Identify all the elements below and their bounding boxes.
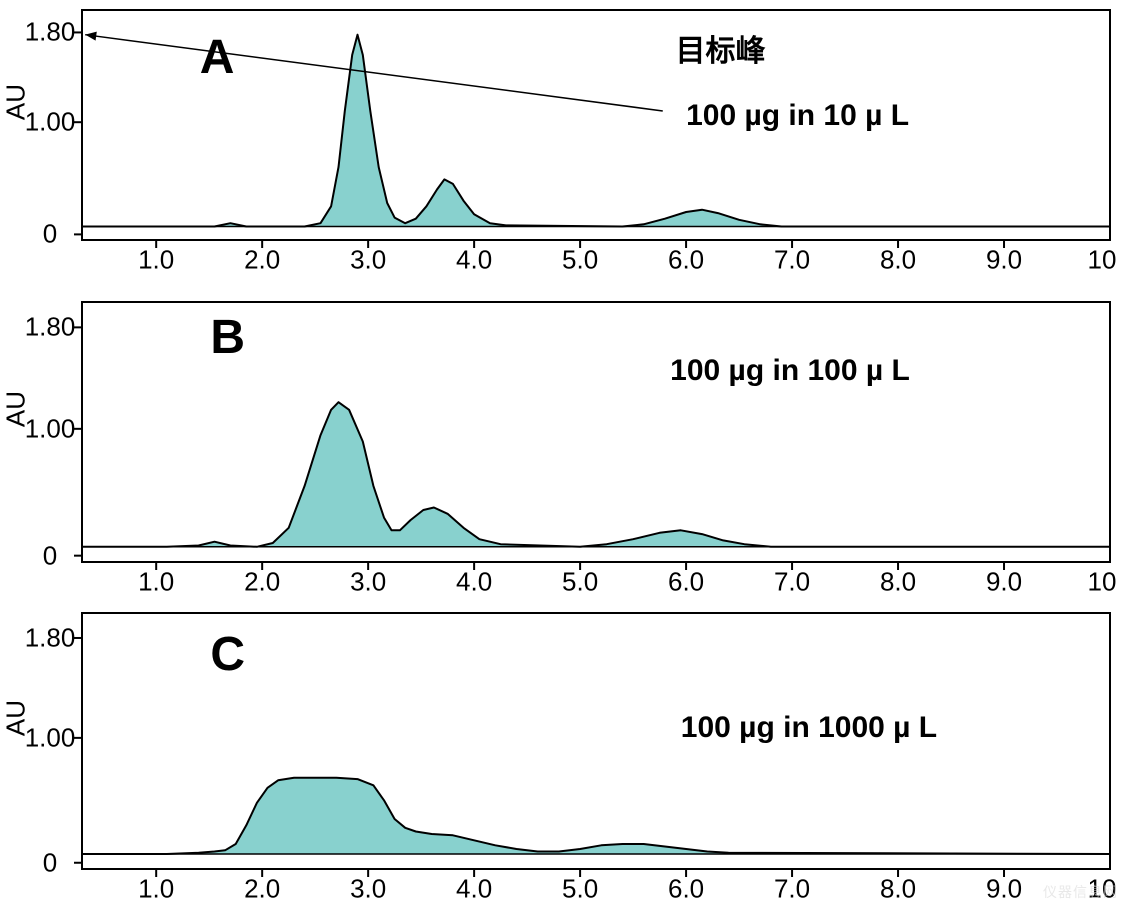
- x-tick-label: 4.0: [456, 245, 492, 276]
- x-tick-label: 7.0: [774, 567, 810, 598]
- y-tick-label: 1.00: [25, 722, 76, 753]
- x-tick-label: 9.0: [986, 874, 1022, 905]
- chromatogram-panel-A: [82, 10, 1110, 240]
- panel-label-C: C: [210, 627, 245, 682]
- y-tick-label: 1.80: [25, 17, 76, 48]
- x-tick-label: 8.0: [880, 245, 916, 276]
- x-tick-label-end: 10: [1088, 245, 1117, 276]
- x-tick-label: 9.0: [986, 245, 1022, 276]
- x-tick-label: 9.0: [986, 567, 1022, 598]
- x-tick-label: 1.0: [138, 567, 174, 598]
- x-tick-label: 7.0: [774, 874, 810, 905]
- panel-label-A: A: [200, 30, 235, 85]
- y-tick-label: 0: [43, 219, 57, 250]
- x-tick-label: 2.0: [244, 245, 280, 276]
- x-tick-label: 3.0: [350, 245, 386, 276]
- condition-label-C: 100 µg in 1000 µ L: [681, 711, 937, 745]
- y-axis-label: AU: [1, 391, 32, 427]
- x-tick-label: 6.0: [668, 245, 704, 276]
- condition-label-A: 100 µg in 10 µ L: [686, 99, 909, 133]
- arrow-line: [85, 35, 663, 111]
- peak-trace-B: [82, 402, 1110, 547]
- x-tick-label: 3.0: [350, 567, 386, 598]
- x-tick-label: 6.0: [668, 567, 704, 598]
- x-tick-label: 5.0: [562, 874, 598, 905]
- y-tick-label: 1.80: [25, 312, 76, 343]
- peak-trace-C: [82, 778, 1110, 854]
- y-tick-label: 0: [43, 847, 57, 878]
- peak-trace-A: [82, 35, 1110, 227]
- y-tick-label: 0: [43, 540, 57, 571]
- panel-label-B: B: [210, 310, 245, 365]
- y-axis-label: AU: [1, 84, 32, 120]
- y-tick-label: 1.80: [25, 622, 76, 653]
- x-tick-label-end: 10: [1088, 567, 1117, 598]
- x-tick-label: 8.0: [880, 874, 916, 905]
- x-tick-label: 2.0: [244, 567, 280, 598]
- figure-container: 1.02.03.04.05.06.07.08.09.01001.001.80AU…: [0, 0, 1128, 908]
- peak-fill-B: [82, 402, 1110, 547]
- x-tick-label: 1.0: [138, 874, 174, 905]
- condition-label-B: 100 µg in 100 µ L: [670, 354, 910, 388]
- x-tick-label: 2.0: [244, 874, 280, 905]
- plot-svg-A: [82, 10, 1110, 240]
- x-tick-label: 8.0: [880, 567, 916, 598]
- peak-fill-A: [82, 35, 1110, 227]
- x-tick-label: 5.0: [562, 567, 598, 598]
- y-axis-label: AU: [1, 700, 32, 736]
- x-tick-label: 7.0: [774, 245, 810, 276]
- x-tick-label: 3.0: [350, 874, 386, 905]
- y-tick-label: 1.00: [25, 107, 76, 138]
- arrow-head: [85, 32, 97, 41]
- arrow-label: 目标峰: [675, 26, 765, 70]
- y-tick-label: 1.00: [25, 413, 76, 444]
- x-tick-label: 4.0: [456, 874, 492, 905]
- x-tick-label: 6.0: [668, 874, 704, 905]
- x-tick-label: 5.0: [562, 245, 598, 276]
- x-tick-label: 4.0: [456, 567, 492, 598]
- x-tick-label: 1.0: [138, 245, 174, 276]
- watermark-text: 仪器信息网: [1043, 882, 1118, 902]
